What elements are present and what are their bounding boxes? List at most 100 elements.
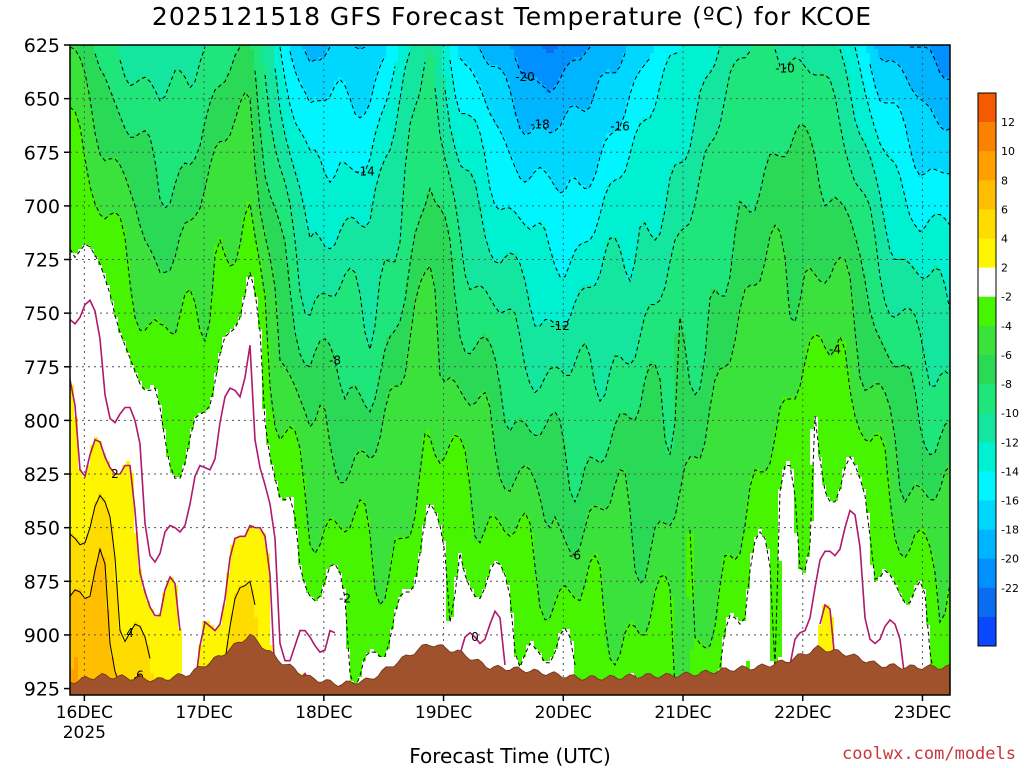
heat-cell	[78, 369, 83, 374]
heat-cell	[74, 169, 79, 174]
heat-cell	[78, 521, 83, 526]
heat-cell	[78, 333, 83, 338]
heat-cell	[82, 557, 87, 562]
heat-cell	[90, 289, 95, 294]
heat-cell	[74, 377, 79, 382]
heat-cell	[74, 597, 79, 602]
heat-cell	[86, 437, 91, 442]
heat-cell	[90, 421, 95, 426]
heat-cell	[90, 313, 95, 318]
heat-cell	[78, 353, 83, 358]
heat-cell	[74, 329, 79, 334]
heat-cell	[74, 133, 79, 138]
heat-cell	[90, 117, 95, 122]
heat-cell	[74, 293, 79, 298]
heat-cell	[74, 621, 79, 626]
heat-cell	[86, 629, 91, 634]
heat-cell	[90, 49, 95, 54]
heat-cell	[74, 485, 79, 490]
heat-cell	[86, 225, 91, 230]
heat-cell	[86, 69, 91, 74]
heat-cell	[74, 585, 79, 590]
heat-cell	[78, 117, 83, 122]
heat-cell	[78, 165, 83, 170]
heat-cell	[78, 581, 83, 586]
heat-cell	[78, 65, 83, 70]
heat-cell	[90, 237, 95, 242]
heat-cell	[86, 557, 91, 562]
heat-cell	[78, 149, 83, 154]
heat-cell	[90, 153, 95, 158]
heat-cell	[74, 357, 79, 362]
heat-cell	[86, 261, 91, 266]
heat-cell	[74, 181, 79, 186]
heat-cell	[78, 245, 83, 250]
heat-cell	[78, 397, 83, 402]
heat-cell	[82, 377, 87, 382]
heat-cell	[90, 61, 95, 66]
heat-cell	[74, 489, 79, 494]
heat-cell	[78, 161, 83, 166]
heat-cell	[82, 233, 87, 238]
heat-cell	[74, 197, 79, 202]
heat-cell	[82, 425, 87, 430]
heat-cell	[78, 645, 83, 650]
heat-cell	[74, 229, 79, 234]
heat-cell	[78, 545, 83, 550]
heat-cell	[90, 221, 95, 226]
heat-cell	[78, 293, 83, 298]
heat-cell	[86, 273, 91, 278]
heat-cell	[86, 641, 91, 646]
heat-cell	[78, 281, 83, 286]
heat-cell	[82, 293, 87, 298]
heat-cell	[86, 333, 91, 338]
heat-cell	[86, 153, 91, 158]
heat-cell	[78, 77, 83, 82]
heat-cell	[74, 81, 79, 86]
heat-cell	[82, 485, 87, 490]
heat-cell	[82, 113, 87, 118]
heat-cell	[74, 617, 79, 622]
heat-cell	[86, 497, 91, 502]
heat-cell	[86, 521, 91, 526]
heat-cell	[78, 193, 83, 198]
heat-cell	[82, 185, 87, 190]
heat-cell	[86, 601, 91, 606]
heat-cell	[74, 393, 79, 398]
heat-cell	[74, 245, 79, 250]
heat-cell	[74, 389, 79, 394]
heat-cell	[78, 129, 83, 134]
heat-cell	[86, 357, 91, 362]
heat-cell	[74, 613, 79, 618]
heat-cell	[86, 361, 91, 366]
heat-cell	[78, 141, 83, 146]
heat-cell	[82, 197, 87, 202]
heat-cell	[78, 421, 83, 426]
heat-cell	[78, 337, 83, 342]
heat-cell	[90, 281, 95, 286]
heat-cell	[90, 433, 95, 438]
heat-cell	[86, 93, 91, 98]
heat-cell	[90, 261, 95, 266]
heat-cell	[82, 497, 87, 502]
heat-cell	[78, 425, 83, 430]
heat-cell	[74, 557, 79, 562]
heat-cell	[78, 377, 83, 382]
heat-cell	[86, 385, 91, 390]
heat-cell	[86, 625, 91, 630]
heat-cell	[90, 357, 95, 362]
heat-cell	[86, 665, 91, 670]
heat-cell	[86, 49, 91, 54]
heat-cell	[78, 557, 83, 562]
heat-cell	[90, 405, 95, 410]
heat-cell	[86, 369, 91, 374]
heat-cell	[86, 177, 91, 182]
heat-cell	[78, 485, 83, 490]
heat-cell	[86, 317, 91, 322]
heat-cell	[74, 661, 79, 666]
heat-cell	[90, 365, 95, 370]
heat-cell	[86, 653, 91, 658]
heat-cell	[78, 561, 83, 566]
heat-cell	[90, 177, 95, 182]
heat-cell	[90, 233, 95, 238]
